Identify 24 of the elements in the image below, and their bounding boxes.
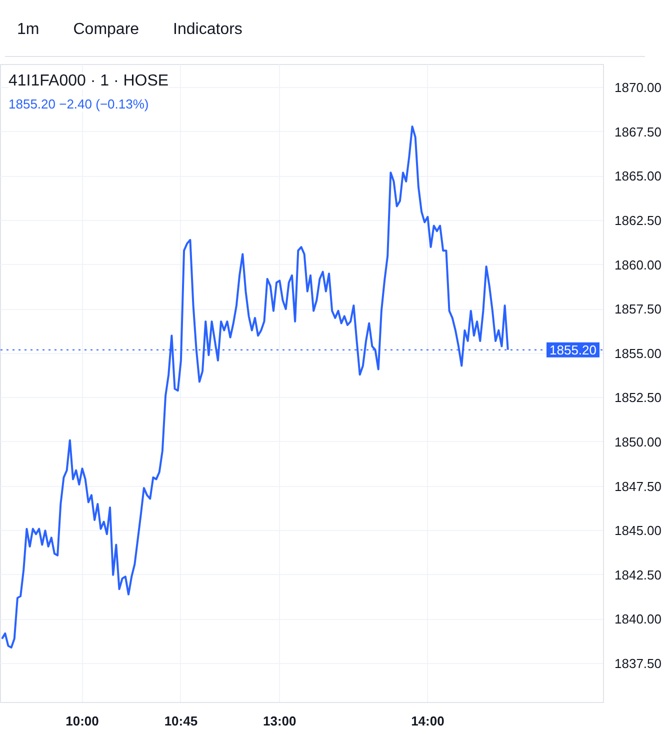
y-tick-label: 1855.00 (614, 346, 662, 361)
text: 41I1FA000 · 1 · HOSE (8, 72, 169, 90)
text: 1m (17, 21, 40, 38)
y-tick-label: 1862.50 (614, 212, 662, 228)
x-tick-label: 13:00 (263, 714, 296, 728)
text: 1855.20 −2.40 (−0.13%) (8, 96, 149, 112)
text: Compare (73, 21, 140, 38)
y-tick-label: 1870.00 (614, 80, 662, 96)
y-tick-label: 1850.00 (614, 434, 662, 450)
y-tick-label: 1860.00 (614, 257, 662, 272)
y-tick-label: 1852.50 (614, 390, 662, 406)
y-tick-label: 1837.50 (614, 656, 662, 672)
text: Indicators (173, 21, 242, 38)
x-tick-label: 14:00 (411, 714, 444, 728)
y-tick-label: 1847.50 (614, 478, 662, 494)
y-tick-label: 1845.00 (614, 523, 662, 538)
x-tick-label: 10:00 (66, 714, 99, 728)
y-tick-label: 1857.50 (614, 302, 662, 317)
x-tick-label: 10:45 (164, 714, 198, 728)
y-tick-label: 1865.00 (614, 168, 662, 184)
y-tick-label: 1867.50 (614, 124, 662, 140)
y-tick-label: 1840.00 (614, 612, 662, 627)
y-tick-label: 1842.50 (614, 567, 662, 582)
ref-line-label: 1855.20 (550, 342, 597, 358)
